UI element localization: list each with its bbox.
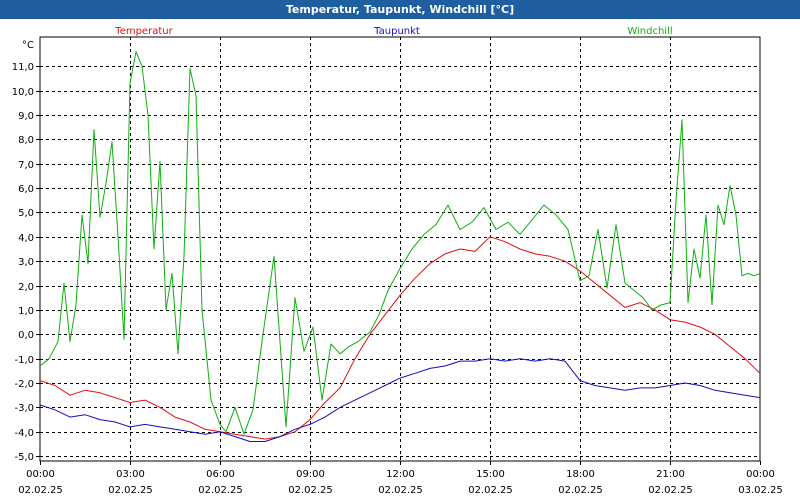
x-tick-time-label: 09:00 — [296, 469, 325, 480]
y-tick-label: 1,0 — [18, 306, 34, 317]
x-tick-date-label: 02.02.25 — [558, 485, 603, 496]
x-tick-time-label: 00:00 — [746, 469, 775, 480]
y-tick-label: 7,0 — [18, 160, 34, 171]
x-tick-time-label: 12:00 — [386, 469, 415, 480]
x-tick-time-label: 00:00 — [26, 469, 55, 480]
y-tick-label: 0,0 — [18, 330, 34, 341]
legend-label-temperatur: Temperatur — [114, 26, 173, 37]
x-tick-time-label: 15:00 — [476, 469, 505, 480]
y-tick-label: -2,0 — [14, 379, 34, 390]
y-tick-label: 9,0 — [18, 111, 34, 122]
x-tick-date-label: 02.02.25 — [18, 485, 63, 496]
y-tick-label: 10,0 — [12, 87, 34, 98]
x-tick-time-label: 06:00 — [206, 469, 235, 480]
axis-layer: -5,0 -4,0 -3,0 -2,0 -1,0 0,0 1,0 2,0 3,0 4,0 5,0 6,… — [12, 40, 783, 496]
y-tick-label: 2,0 — [18, 282, 34, 293]
x-tick-time-label: 21:00 — [656, 469, 685, 480]
x-tick-date-label: 02.02.25 — [378, 485, 423, 496]
y-tick-label: -4,0 — [14, 428, 34, 439]
series-line-temperatur — [39, 236, 761, 440]
chart-title: Temperatur, Taupunkt, Windchill [°C] — [0, 0, 800, 19]
y-tick-label: 6,0 — [18, 184, 34, 195]
y-tick-label: -1,0 — [14, 355, 34, 366]
x-tick-date-label: 02.02.25 — [468, 485, 513, 496]
y-tick-label: -3,0 — [14, 403, 34, 414]
y-tick-label: -5,0 — [14, 452, 34, 463]
y-tick-label: 3,0 — [18, 257, 34, 268]
y-axis-unit-label: °C — [22, 40, 34, 51]
y-tick-label: 4,0 — [18, 233, 34, 244]
x-tick-time-label: 03:00 — [116, 469, 145, 480]
legend-label-windchill: Windchill — [627, 26, 672, 37]
x-tick-date-label: 02.02.25 — [648, 485, 693, 496]
y-tick-label: 8,0 — [18, 135, 34, 146]
x-tick-date-label: 02.02.25 — [198, 485, 243, 496]
grid-layer — [39, 36, 761, 462]
series-line-windchill — [39, 51, 761, 435]
y-tick-label: 11,0 — [12, 62, 34, 73]
y-tick-label: 5,0 — [18, 208, 34, 219]
legend-label-taupunkt: Taupunkt — [373, 26, 420, 37]
legend-layer: Temperatur Taupunkt Windchill — [114, 26, 672, 37]
x-tick-date-label: 03.02.25 — [738, 485, 783, 496]
x-tick-date-label: 02.02.25 — [108, 485, 153, 496]
x-tick-time-label: 18:00 — [566, 469, 595, 480]
x-tick-date-label: 02.02.25 — [288, 485, 333, 496]
series-layer — [39, 51, 761, 442]
series-line-taupunkt — [39, 358, 761, 442]
